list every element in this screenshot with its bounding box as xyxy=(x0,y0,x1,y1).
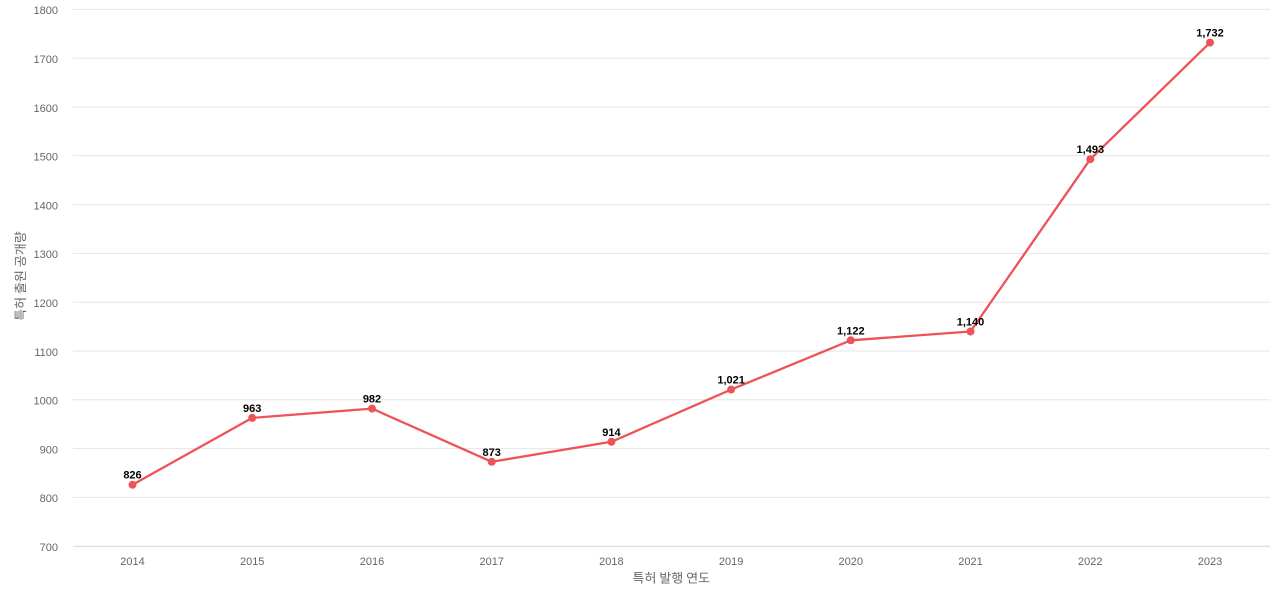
svg-text:1700: 1700 xyxy=(34,54,58,66)
svg-text:1,122: 1,122 xyxy=(837,325,865,337)
svg-text:1,140: 1,140 xyxy=(957,317,985,329)
svg-text:1000: 1000 xyxy=(34,396,58,408)
svg-text:2015: 2015 xyxy=(240,556,264,568)
svg-text:1,732: 1,732 xyxy=(1196,28,1224,40)
svg-text:1200: 1200 xyxy=(34,298,58,310)
svg-text:2014: 2014 xyxy=(120,556,144,568)
svg-text:2017: 2017 xyxy=(479,556,503,568)
svg-text:826: 826 xyxy=(123,470,141,482)
svg-text:963: 963 xyxy=(243,403,261,415)
svg-text:2023: 2023 xyxy=(1198,556,1222,568)
svg-text:2020: 2020 xyxy=(839,556,863,568)
svg-text:2021: 2021 xyxy=(958,556,982,568)
svg-text:873: 873 xyxy=(483,447,501,459)
svg-text:1300: 1300 xyxy=(34,249,58,261)
svg-text:1100: 1100 xyxy=(34,347,58,359)
svg-text:982: 982 xyxy=(363,394,381,406)
svg-text:700: 700 xyxy=(40,542,58,554)
svg-text:2018: 2018 xyxy=(599,556,623,568)
svg-text:2016: 2016 xyxy=(360,556,384,568)
svg-text:800: 800 xyxy=(40,493,58,505)
svg-text:914: 914 xyxy=(602,427,621,439)
svg-text:900: 900 xyxy=(40,444,58,456)
svg-text:2022: 2022 xyxy=(1078,556,1102,568)
svg-text:1800: 1800 xyxy=(34,5,58,17)
svg-text:1400: 1400 xyxy=(34,200,58,212)
svg-text:1500: 1500 xyxy=(34,152,58,164)
svg-text:1,021: 1,021 xyxy=(717,375,745,387)
svg-text:1600: 1600 xyxy=(34,103,58,115)
svg-text:2019: 2019 xyxy=(719,556,743,568)
svg-text:1,493: 1,493 xyxy=(1077,144,1105,156)
